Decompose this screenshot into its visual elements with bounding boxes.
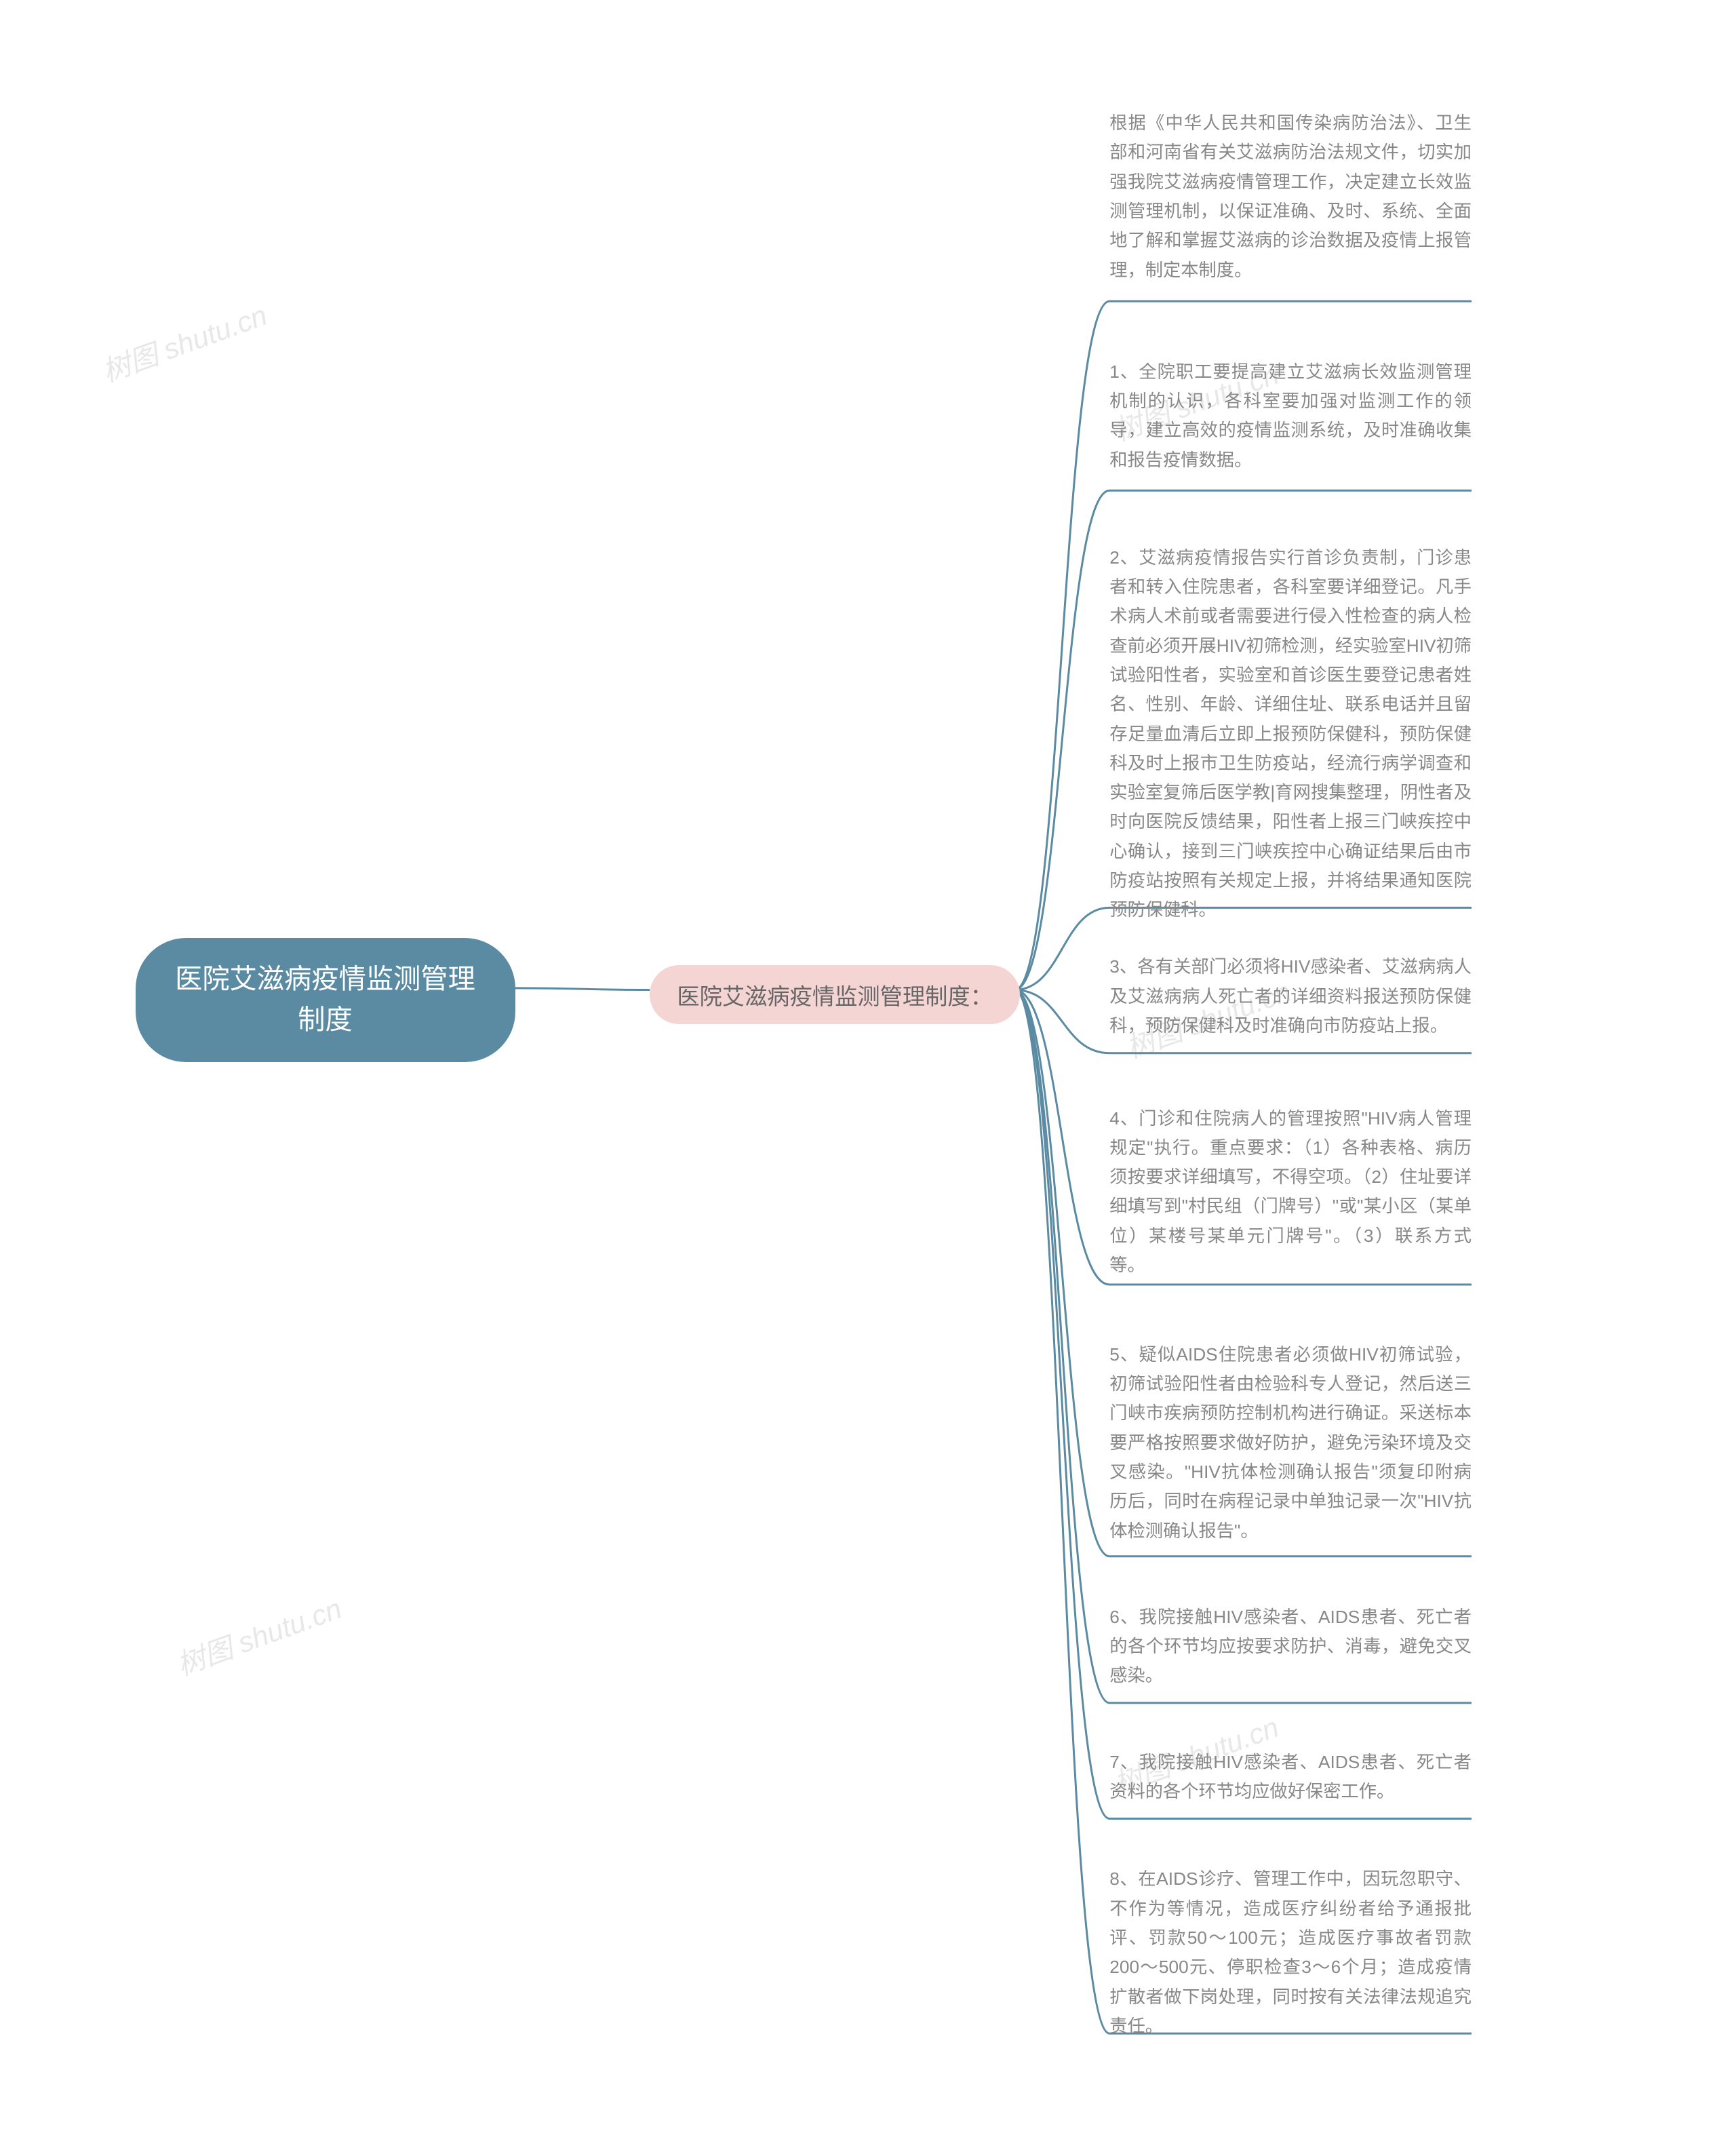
mid-text: 医院艾滋病疫情监测管理制度： xyxy=(677,985,993,1010)
mindmap-leaf-node: 1、全院职工要提高建立艾滋病长效监测管理机制的认识，各科室要加强对监测工作的领导… xyxy=(1109,357,1472,475)
leaf-text: 3、各有关部门必须将HIV感染者、艾滋病病人及艾滋病病人死亡者的详细资料报送预防… xyxy=(1109,956,1472,1036)
mindmap-leaf-node: 2、艾滋病疫情报告实行首诊负责制，门诊患者和转入住院患者，各科室要详细登记。凡手… xyxy=(1109,543,1472,925)
root-text-line1: 医院艾滋病疫情监测管理 xyxy=(175,964,475,994)
mindmap-mid-node: 医院艾滋病疫情监测管理制度： xyxy=(650,965,1020,1025)
mindmap-leaf-node: 4、门诊和住院病人的管理按照"HIV病人管理规定"执行。重点要求：（1）各种表格… xyxy=(1109,1104,1472,1280)
mindmap-leaf-node: 5、疑似AIDS住院患者必须做HIV初筛试验，初筛试验阳性者由检验科专人登记，然… xyxy=(1109,1340,1472,1546)
leaf-text: 4、门诊和住院病人的管理按照"HIV病人管理规定"执行。重点要求：（1）各种表格… xyxy=(1109,1108,1472,1276)
leaf-text: 6、我院接触HIV感染者、AIDS患者、死亡者的各个环节均应按要求防护、消毒，避… xyxy=(1109,1607,1472,1686)
leaf-text: 7、我院接触HIV感染者、AIDS患者、死亡者资料的各个环节均应做好保密工作。 xyxy=(1109,1752,1472,1801)
leaf-text: 根据《中华人民共和国传染病防治法》、卫生部和河南省有关艾滋病防治法规文件，切实加… xyxy=(1109,113,1472,280)
mindmap-leaf-node: 7、我院接触HIV感染者、AIDS患者、死亡者资料的各个环节均应做好保密工作。 xyxy=(1109,1748,1472,1807)
mindmap-connectors xyxy=(0,0,1736,2133)
leaf-text: 5、疑似AIDS住院患者必须做HIV初筛试验，初筛试验阳性者由检验科专人登记，然… xyxy=(1109,1344,1472,1541)
mindmap-leaf-node: 根据《中华人民共和国传染病防治法》、卫生部和河南省有关艾滋病防治法规文件，切实加… xyxy=(1109,109,1472,285)
mindmap-leaf-node: 3、各有关部门必须将HIV感染者、艾滋病病人及艾滋病病人死亡者的详细资料报送预防… xyxy=(1109,952,1472,1040)
watermark: 树图 shutu.cn xyxy=(170,1586,347,1683)
mindmap-leaf-node: 8、在AIDS诊疗、管理工作中，因玩忽职守、不作为等情况，造成医疗纠纷者给予通报… xyxy=(1109,1864,1472,2041)
leaf-text: 8、在AIDS诊疗、管理工作中，因玩忽职守、不作为等情况，造成医疗纠纷者给予通报… xyxy=(1109,1868,1472,2036)
mindmap-leaf-node: 6、我院接触HIV感染者、AIDS患者、死亡者的各个环节均应按要求防护、消毒，避… xyxy=(1109,1603,1472,1691)
root-text-line2: 制度 xyxy=(298,1004,353,1035)
leaf-text: 2、艾滋病疫情报告实行首诊负责制，门诊患者和转入住院患者，各科室要详细登记。凡手… xyxy=(1109,547,1472,920)
mindmap-root-node: 医院艾滋病疫情监测管理 制度 xyxy=(136,938,515,1063)
watermark: 树图 shutu.cn xyxy=(96,292,273,390)
leaf-text: 1、全院职工要提高建立艾滋病长效监测管理机制的认识，各科室要加强对监测工作的领导… xyxy=(1109,361,1472,470)
